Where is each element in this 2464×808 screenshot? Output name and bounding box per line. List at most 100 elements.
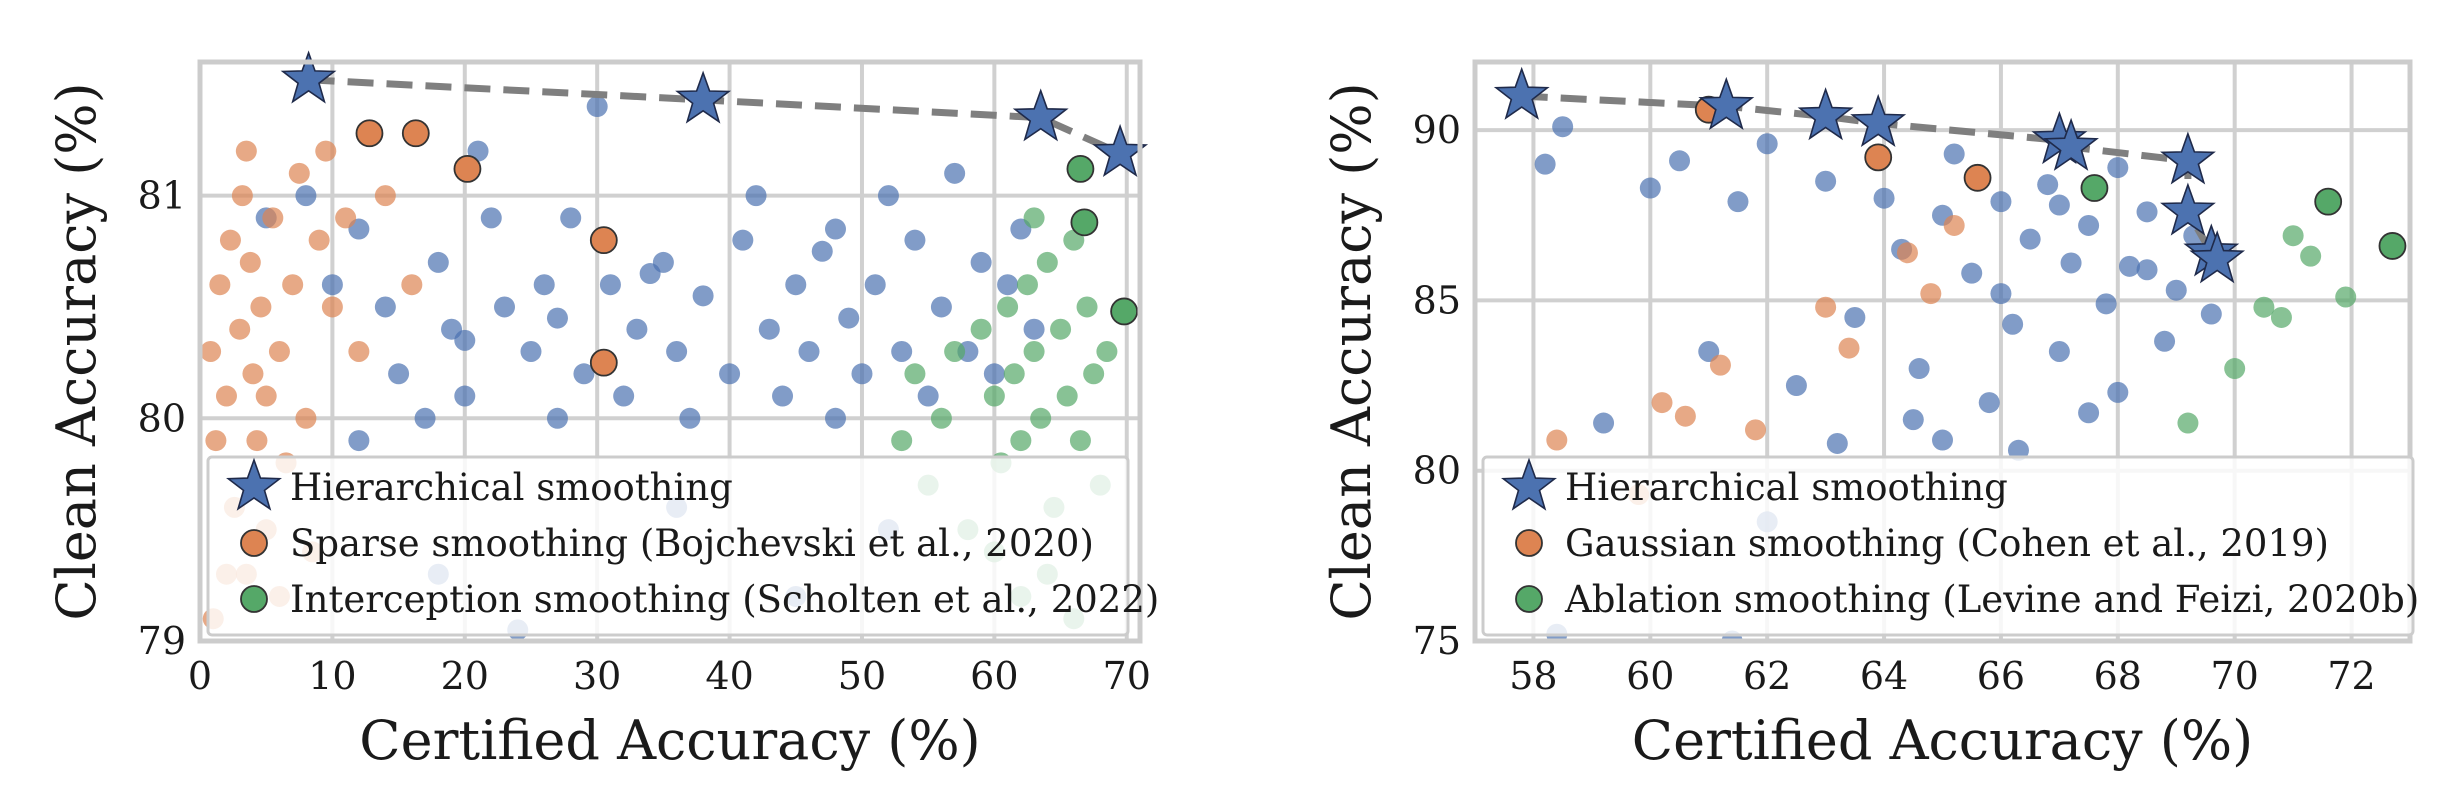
star-point — [2160, 131, 2216, 185]
scatter-point — [1815, 296, 1837, 318]
scatter-point — [1552, 116, 1574, 138]
scatter-point — [231, 185, 253, 207]
x-tick-label: 50 — [838, 654, 886, 698]
star-point — [280, 50, 337, 104]
scatter-point — [1030, 407, 1052, 429]
scatter-point — [930, 296, 952, 318]
scatter-point — [1651, 392, 1673, 414]
x-tick-label: 30 — [573, 654, 621, 698]
scatter-point — [1010, 430, 1032, 452]
scatter-point — [1978, 392, 2000, 414]
scatter-point — [250, 296, 272, 318]
scatter-point — [997, 274, 1019, 296]
legend-star-marker — [226, 457, 282, 511]
scatter-point — [348, 430, 370, 452]
scatter-point — [242, 363, 264, 385]
scatter-point — [785, 274, 807, 296]
method-point — [1070, 208, 1099, 237]
scatter-point — [335, 207, 357, 229]
method-point — [1864, 143, 1893, 172]
scatter-point — [1745, 419, 1766, 441]
scatter-point — [599, 274, 621, 296]
scatter-point — [229, 318, 251, 340]
scatter-point — [1534, 153, 1556, 175]
scatter-point — [666, 341, 688, 362]
scatter-point — [1902, 409, 1924, 431]
scatter-point — [2048, 341, 2070, 362]
scatter-point — [877, 185, 899, 207]
scatter-point — [758, 318, 780, 340]
scatter-point — [732, 229, 754, 251]
x-tick-label: 70 — [1103, 654, 1151, 698]
scatter-point — [546, 407, 568, 429]
y-tick-label: 80 — [1413, 449, 1461, 493]
legend-entry-label: Hierarchical smoothing — [290, 466, 733, 509]
scatter-point — [200, 341, 222, 362]
scatter-point — [811, 240, 833, 262]
scatter-point — [209, 274, 231, 296]
scatter-point — [268, 341, 290, 362]
scatter-point — [1756, 133, 1778, 155]
scatter-point — [1593, 412, 1615, 434]
x-tick-label: 68 — [2094, 654, 2142, 698]
scatter-point — [2253, 296, 2275, 318]
scatter-point — [1844, 306, 1866, 328]
x-tick-label: 60 — [970, 654, 1018, 698]
left-legend: Hierarchical smoothing Sparse smoothing (… — [206, 455, 1159, 637]
scatter-point — [838, 307, 860, 329]
left-scatter-panel: 0 10 20 30 40 50 60 70 79 80 81 Certified Accuracy … — [45, 50, 1159, 772]
scatter-point — [824, 407, 846, 429]
scatter-point — [239, 251, 261, 273]
scatter-point — [679, 407, 701, 429]
scatter-point — [772, 385, 794, 407]
scatter-point — [1023, 341, 1045, 362]
scatter-point — [560, 207, 582, 229]
right-legend: Hierarchical smoothing Gaussian smoothing… — [1481, 455, 2419, 637]
legend-entry-label: Interception smoothing (Scholten et al.,… — [290, 578, 1159, 621]
scatter-point — [1056, 385, 1078, 407]
star-point — [1698, 76, 1755, 131]
method-point — [1110, 297, 1139, 326]
scatter-point — [414, 407, 436, 429]
star-point — [2043, 117, 2099, 171]
scatter-point — [246, 430, 268, 452]
y-tick-label: 85 — [1413, 278, 1461, 322]
x-tick-label: 20 — [441, 654, 489, 698]
x-tick-label: 66 — [1977, 654, 2025, 698]
left-x-axis-label: Certified Accuracy (%) — [359, 709, 980, 772]
scatter-point — [586, 96, 608, 118]
scatter-point — [904, 363, 926, 385]
scatter-point — [1920, 283, 1942, 305]
scatter-point — [533, 274, 555, 296]
scatter-point — [2060, 252, 2082, 274]
scatter-point — [1943, 143, 1965, 165]
scatter-point — [2048, 194, 2070, 216]
scatter-point — [1709, 354, 1731, 376]
scatter-point — [401, 274, 423, 296]
pareto-frontier-line — [308, 76, 1122, 157]
scatter-point — [288, 162, 310, 184]
scatter-point — [573, 363, 595, 385]
x-tick-label: 70 — [2211, 654, 2259, 698]
star-point — [675, 70, 732, 124]
scatter-point — [824, 218, 846, 240]
legend-entry-label: Ablation smoothing (Levine and Feizi, 20… — [1564, 578, 2419, 621]
scatter-point — [1036, 251, 1058, 273]
x-tick-label: 72 — [2327, 654, 2375, 698]
method-point — [589, 226, 618, 255]
scatter-point — [745, 185, 767, 207]
method-point — [1963, 163, 1992, 192]
scatter-point — [1826, 432, 1848, 454]
scatter-point — [2095, 293, 2117, 315]
scatter-point — [1096, 341, 1118, 362]
scatter-point — [374, 296, 396, 318]
scatter-point — [321, 296, 343, 318]
y-tick-label: 79 — [138, 619, 186, 663]
scatter-point — [1896, 242, 1918, 264]
star-point — [1012, 88, 1069, 142]
right-x-axis-label: Certified Accuracy (%) — [1632, 709, 2253, 772]
scatter-point — [480, 207, 502, 229]
scatter-point — [2002, 313, 2024, 335]
scatter-point — [2136, 259, 2158, 281]
left-y-axis-label: Clean Accuracy (%) — [45, 82, 108, 620]
